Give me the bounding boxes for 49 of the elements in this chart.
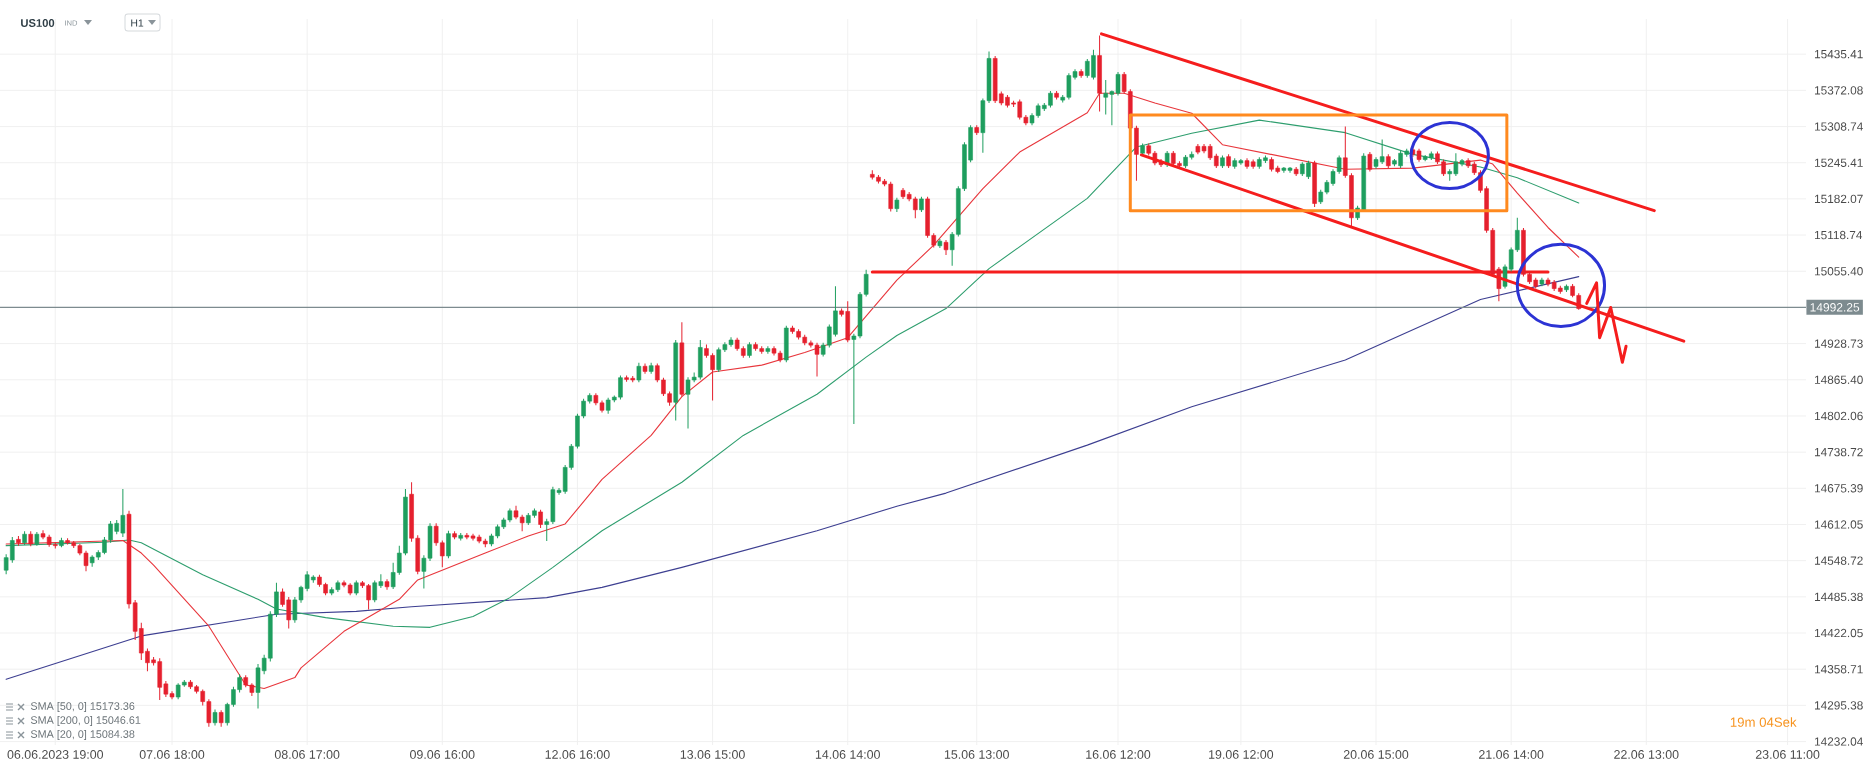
y-tick-label: 14802.06 <box>1815 411 1863 421</box>
annotation: SMA [20, 0] 15084.38 <box>30 729 135 741</box>
y-tick-label: 14485.38 <box>1815 592 1863 602</box>
annotation: H1 <box>131 19 144 27</box>
y-tick-label: 14865.40 <box>1815 375 1863 384</box>
candlestick <box>642 362 648 375</box>
y-tick-label: 15182.07 <box>1815 194 1863 204</box>
x-tick-label: 14.06 14:00 <box>815 750 880 759</box>
candlestick <box>943 239 949 256</box>
y-tick-label: 14612.05 <box>1815 520 1863 529</box>
y-tick-label: 15245.41 <box>1815 158 1863 167</box>
line-series <box>5 276 1580 680</box>
ref-line-label: 14992.25 <box>1810 303 1860 312</box>
x-tick-label: 19.06 12:00 <box>1209 750 1274 759</box>
y-tick-label: 15118.74 <box>1815 230 1863 240</box>
x-tick-label: 13.06 15:00 <box>680 750 745 759</box>
candlestick <box>384 578 390 591</box>
chart-title: US100 <box>21 19 55 27</box>
x-tick-label: 09.06 16:00 <box>410 750 475 759</box>
annotation: SMA [50, 0] 15173.36 <box>30 701 135 713</box>
x-tick-label: 07.06 18:00 <box>139 750 205 759</box>
y-tick-label: 14548.72 <box>1815 556 1863 565</box>
annotation: 19m 04Sek <box>1730 717 1797 727</box>
y-tick-label: 14928.73 <box>1815 339 1863 348</box>
y-tick-label: 14738.72 <box>1815 447 1863 457</box>
candlestick <box>538 509 543 529</box>
x-tick-label: 21.06 14:00 <box>1479 750 1544 759</box>
y-tick-label: 15435.41 <box>1815 49 1863 59</box>
x-tick-label: 16.06 12:00 <box>1086 750 1151 759</box>
y-tick-label: 14295.38 <box>1815 701 1863 710</box>
x-tick-label: 20.06 15:00 <box>1343 750 1409 759</box>
y-tick-label: 14675.39 <box>1815 484 1863 493</box>
x-tick-label: 12.06 16:00 <box>545 750 610 759</box>
y-tick-label: 15055.40 <box>1815 267 1863 276</box>
y-tick-label: 14358.71 <box>1815 665 1863 674</box>
x-tick-label: 08.06 17:00 <box>274 750 340 759</box>
y-tick-label: 15372.08 <box>1815 86 1863 95</box>
candlestick <box>765 345 771 355</box>
x-tick-label: 23.06 11:00 <box>1755 750 1820 759</box>
x-tick-label: 06.06.2023 19:00 <box>7 750 104 759</box>
candlestick <box>1367 151 1373 173</box>
candlestick <box>636 362 642 383</box>
y-tick-label: 14422.05 <box>1815 628 1863 638</box>
y-tick-label: 14232.04 <box>1815 737 1863 746</box>
x-tick-label: 22.06 13:00 <box>1614 750 1679 759</box>
y-tick-label: 15308.74 <box>1815 122 1863 131</box>
candlestick <box>446 530 451 559</box>
annotation: SMA [200, 0] 15046.61 <box>30 715 141 727</box>
x-tick-label: 15.06 13:00 <box>944 750 1009 759</box>
